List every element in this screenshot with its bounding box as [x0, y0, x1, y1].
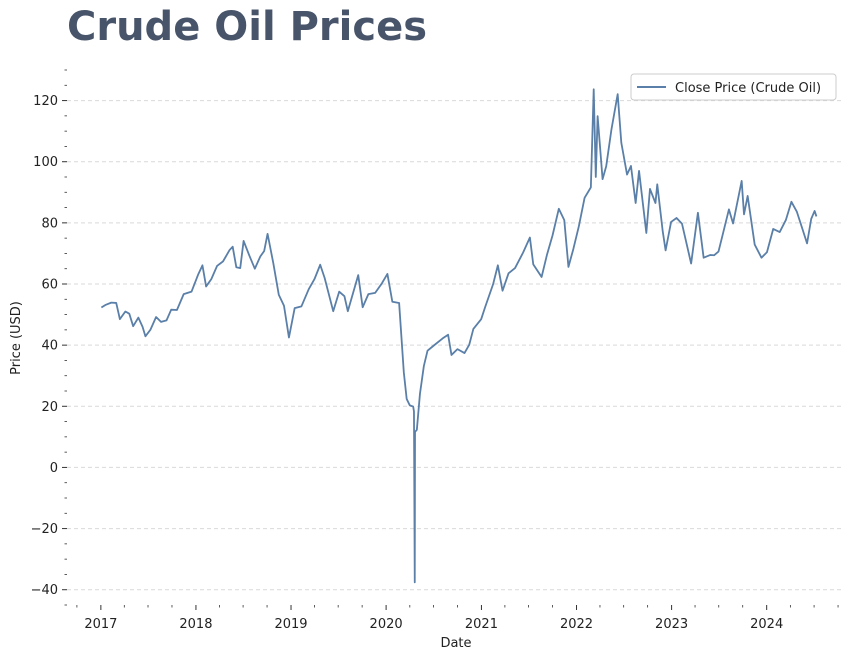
- x-tick-label: 2018: [179, 617, 212, 632]
- y-tick-label: 40: [41, 339, 58, 354]
- y-tick-label: 20: [41, 400, 58, 415]
- y-axis-title: Price (USD): [9, 301, 24, 375]
- y-tick-label: −20: [31, 522, 58, 537]
- legend-box: [630, 73, 837, 101]
- series-layer: [100, 88, 818, 584]
- x-axis-title: Date: [440, 636, 471, 651]
- y-tick-label: 0: [50, 461, 58, 476]
- x-tick-label: 2023: [655, 617, 688, 632]
- x-tick-label: 2020: [370, 617, 403, 632]
- y-tick-label: −40: [31, 583, 58, 598]
- chart-title: Crude Oil Prices: [67, 4, 427, 50]
- y-tick-label: 60: [41, 278, 58, 293]
- legend-label: Close Price (Crude Oil): [675, 81, 821, 96]
- series-line: [100, 88, 818, 584]
- y-tick-label: 100: [33, 155, 58, 170]
- x-tick-label: 2017: [84, 617, 117, 632]
- y-tick-label: 120: [33, 94, 58, 109]
- y-tick-label: 80: [41, 216, 58, 231]
- x-tick-label: 2024: [750, 617, 783, 632]
- x-tick-label: 2019: [274, 617, 307, 632]
- x-tick-label: 2022: [560, 617, 593, 632]
- x-tick-label: 2021: [465, 617, 498, 632]
- legend: Close Price (Crude Oil): [630, 73, 837, 101]
- axes: −40 −20 0 20 40 60 80 100 120 2017 2018 2019 2020 202…: [31, 69, 839, 632]
- grid-lines: [67, 100, 843, 591]
